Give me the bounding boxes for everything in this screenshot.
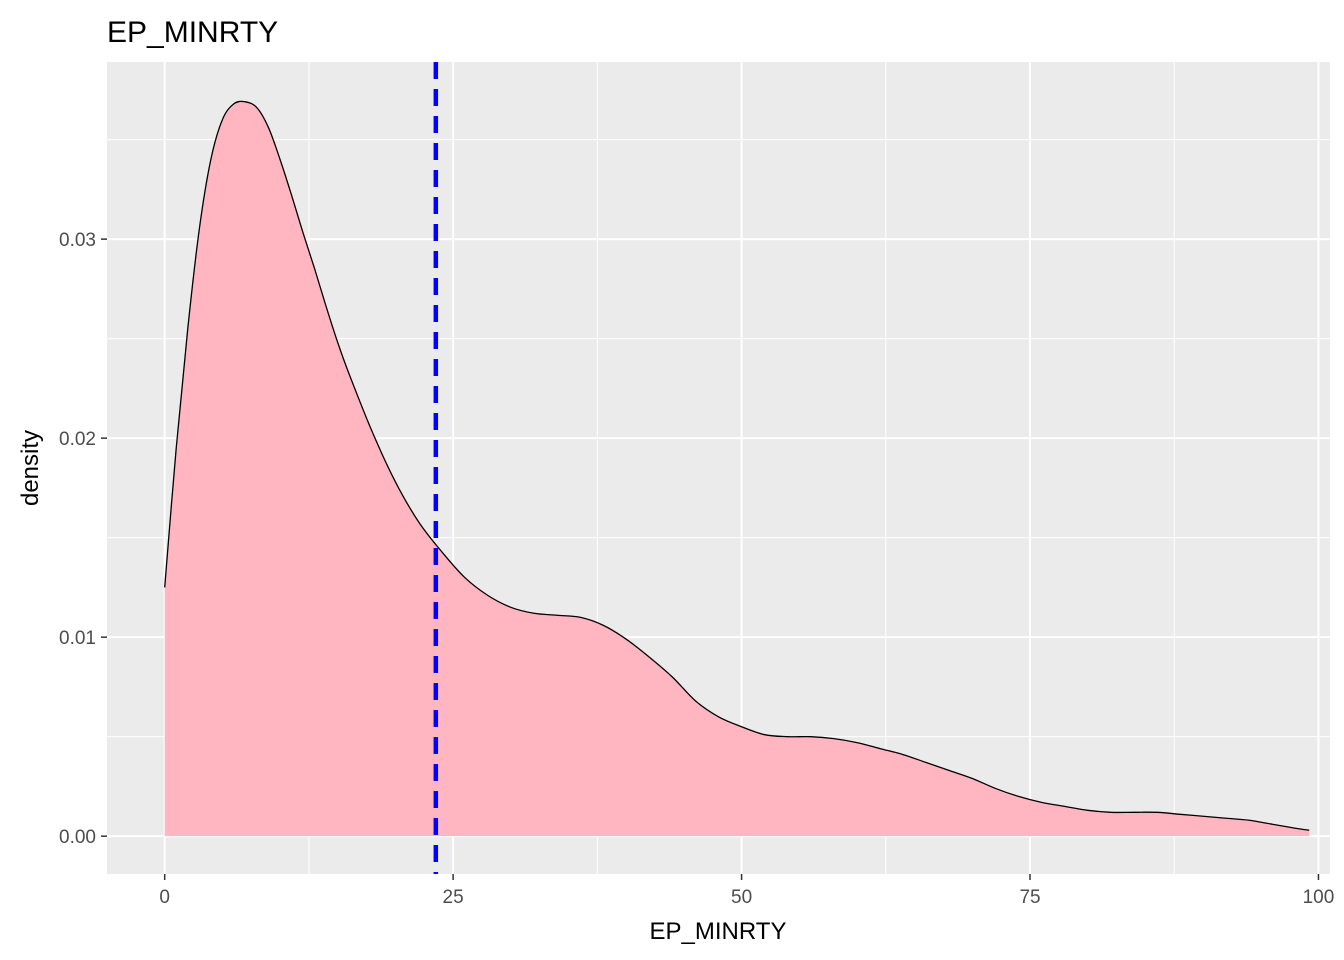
y-axis-label: density: [17, 430, 44, 506]
y-tick-label: 0.02: [59, 429, 96, 450]
density-area: [164, 101, 1310, 837]
x-tick-label: 0: [159, 887, 170, 908]
y-tick-label: 0.03: [59, 230, 96, 251]
y-tick-label: 0.00: [59, 827, 96, 848]
y-tick-label: 0.01: [59, 628, 96, 649]
x-tick-label: 50: [731, 887, 752, 908]
x-tick-label: 25: [443, 887, 464, 908]
x-axis-label: EP_MINRTY: [650, 918, 787, 945]
density-line: [164, 100, 1310, 831]
chart-title: EP_MINRTY: [107, 16, 278, 49]
x-tick-label: 100: [1303, 887, 1335, 908]
x-tick-label: 75: [1019, 887, 1040, 908]
minor-gridlines: [107, 62, 1330, 874]
x-axis: 0 25 50 75 100: [159, 874, 1334, 908]
y-axis: 0.00 0.01 0.02 0.03: [59, 230, 107, 848]
